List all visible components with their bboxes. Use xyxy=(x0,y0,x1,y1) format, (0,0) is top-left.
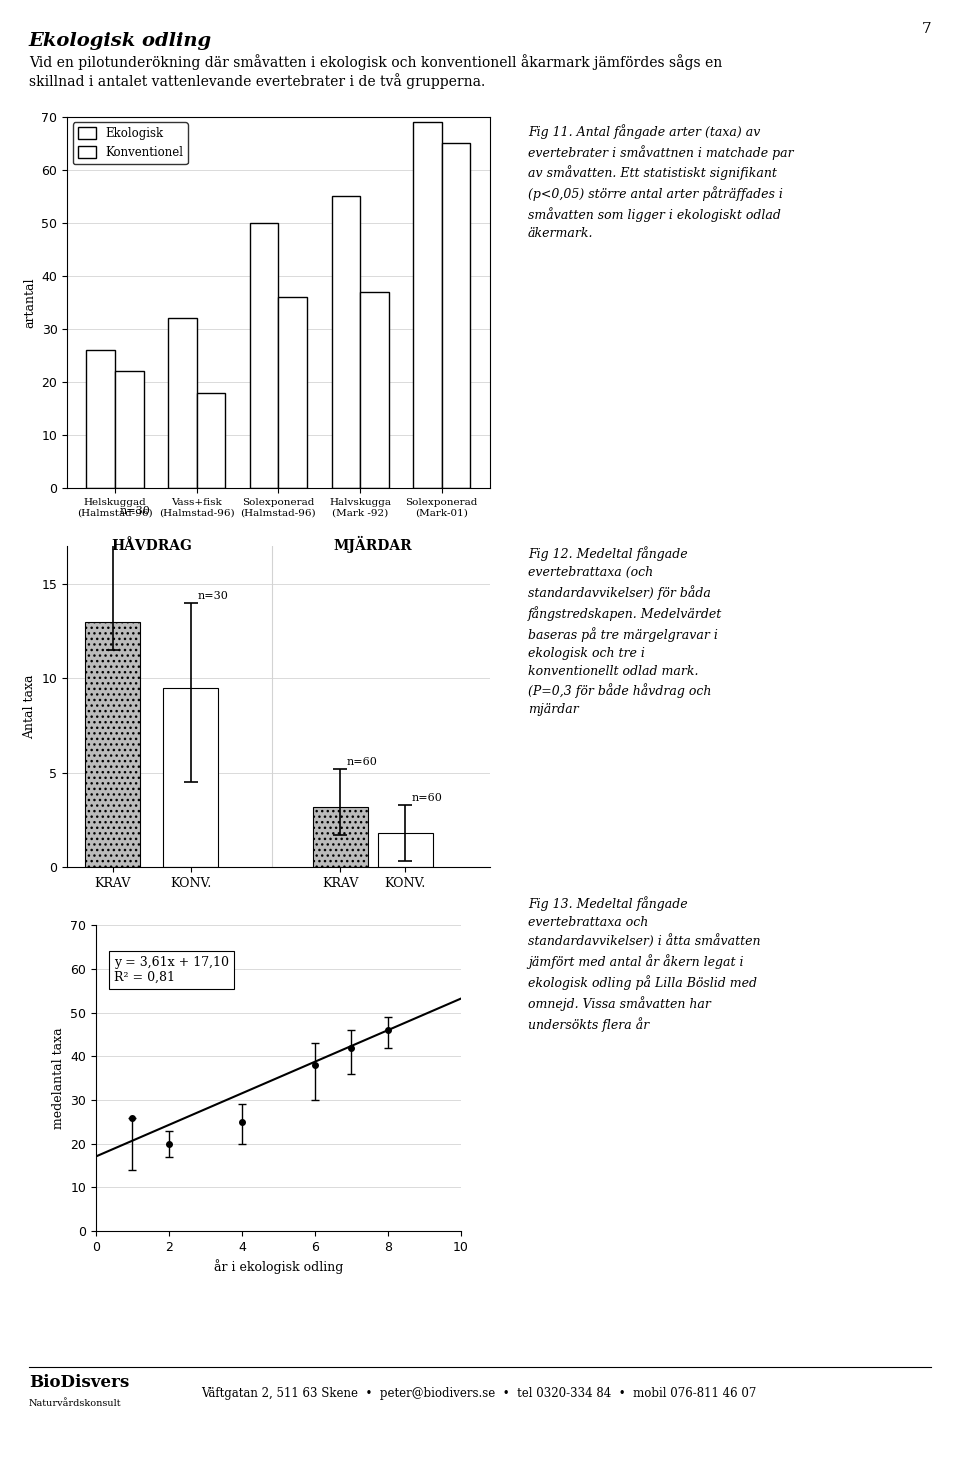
Y-axis label: medelantal taxa: medelantal taxa xyxy=(52,1027,64,1129)
Y-axis label: Antal taxa: Antal taxa xyxy=(23,675,36,739)
Bar xyxy=(197,392,226,488)
Bar xyxy=(250,223,278,488)
X-axis label: år i ekologisk odling: år i ekologisk odling xyxy=(214,1259,343,1275)
Bar xyxy=(85,622,140,867)
Bar xyxy=(163,688,218,867)
Text: Fig 11. Antal fångade arter (taxa) av
evertebrater i småvattnen i matchade par
a: Fig 11. Antal fångade arter (taxa) av ev… xyxy=(528,124,794,240)
Text: n=30: n=30 xyxy=(119,507,150,516)
Text: MJÄRDAR: MJÄRDAR xyxy=(333,536,412,554)
Text: y = 3,61x + 17,10
R² = 0,81: y = 3,61x + 17,10 R² = 0,81 xyxy=(114,956,229,983)
Y-axis label: artantal: artantal xyxy=(23,277,36,328)
Text: Ekologisk odling: Ekologisk odling xyxy=(29,32,212,50)
Text: n=30: n=30 xyxy=(197,592,228,602)
Bar xyxy=(168,318,197,488)
Text: Fig 13. Medeltal fångade
evertebrattaxa och
standardavvikelser) i åtta småvatten: Fig 13. Medeltal fångade evertebrattaxa … xyxy=(528,896,760,1032)
Bar xyxy=(331,197,360,488)
Bar xyxy=(313,807,368,867)
Bar xyxy=(377,833,433,867)
Text: 7: 7 xyxy=(922,22,931,36)
Bar xyxy=(115,372,144,488)
Text: BioDisvers: BioDisvers xyxy=(29,1374,129,1391)
Text: HÅVDRAG: HÅVDRAG xyxy=(111,539,192,554)
Text: n=60: n=60 xyxy=(347,758,377,766)
Text: n=60: n=60 xyxy=(412,793,443,803)
Text: Naturvårdskonsult: Naturvårdskonsult xyxy=(29,1399,121,1407)
Bar xyxy=(278,297,307,488)
Text: Vid en pilotunderökning där småvatten i ekologisk och konventionell åkarmark jäm: Vid en pilotunderökning där småvatten i … xyxy=(29,54,722,70)
Bar xyxy=(360,291,389,488)
Text: Väftgatan 2, 511 63 Skene  •  peter@biodivers.se  •  tel 0320-334 84  •  mobil 0: Väftgatan 2, 511 63 Skene • peter@biodiv… xyxy=(202,1387,757,1400)
Legend: Ekologisk, Konventionel: Ekologisk, Konventionel xyxy=(73,122,188,163)
Text: Fig 12. Medeltal fångade
evertebrattaxa (och
standardavvikelser) för båda
fångst: Fig 12. Medeltal fångade evertebrattaxa … xyxy=(528,546,722,717)
Bar xyxy=(86,350,115,488)
Text: skillnad i antalet vattenlevande evertebrater i de två grupperna.: skillnad i antalet vattenlevande everteb… xyxy=(29,73,485,89)
Bar xyxy=(442,143,470,488)
Bar xyxy=(413,122,442,488)
